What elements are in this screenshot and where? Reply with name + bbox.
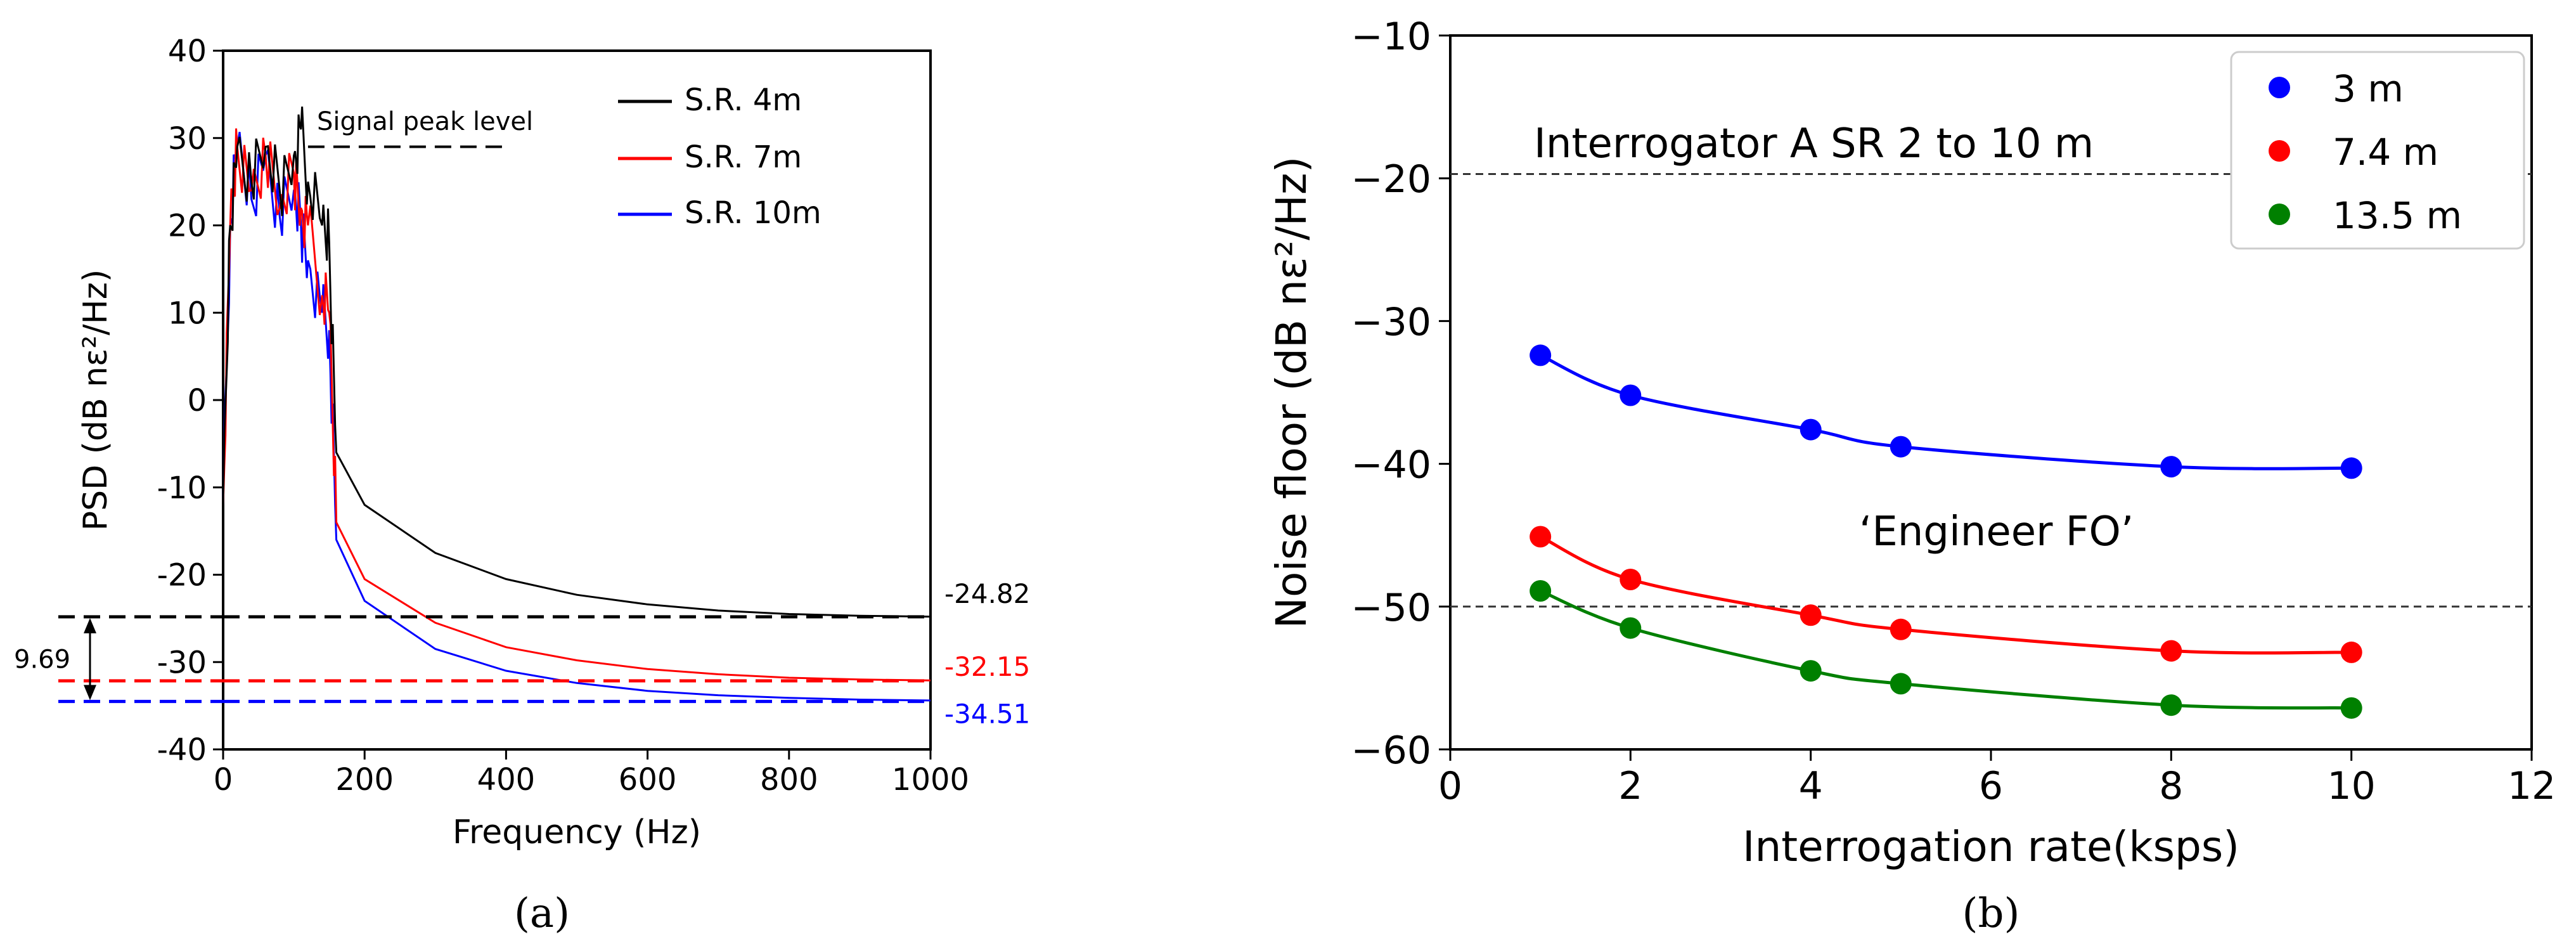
- data-point-2: [1530, 580, 1552, 602]
- legend-box: [2230, 51, 2525, 250]
- y-tick-label: -20: [157, 558, 207, 593]
- x-tick-label: 8: [2159, 764, 2183, 808]
- data-point-1: [1890, 618, 1912, 640]
- y-tick-label: -10: [157, 470, 207, 506]
- x-tick-label: 12: [2508, 764, 2556, 808]
- data-point-0: [1530, 344, 1552, 366]
- y-tick-label: −20: [1351, 157, 1431, 202]
- data-point-2: [2340, 697, 2362, 719]
- data-point-1: [1620, 569, 1642, 590]
- data-point-2: [1890, 673, 1912, 695]
- data-point-0: [1890, 436, 1912, 458]
- ref-label-engineer-fo: ‘Engineer FO’: [1859, 508, 2134, 555]
- data-point-2: [1800, 660, 1822, 682]
- data-point-1: [1800, 604, 1822, 626]
- y-tick-label: 40: [168, 34, 207, 69]
- x-tick-label: 800: [760, 762, 818, 798]
- data-point-0: [1620, 384, 1642, 406]
- panel-b-data-points: [1530, 344, 2362, 719]
- difference-label: 9.69: [14, 645, 70, 675]
- panel-a-x-ticks: 0 200 400 600 800 1000: [214, 749, 969, 798]
- panel-a-y-axis-label: PSD (dB nε²/Hz): [77, 269, 115, 531]
- panel-a-x-axis-label: Frequency (Hz): [453, 813, 701, 851]
- x-tick-label: 200: [335, 762, 394, 798]
- legend-7-4m-marker: [2269, 140, 2290, 162]
- y-tick-label: −60: [1351, 728, 1431, 773]
- legend-3m-marker: [2269, 77, 2290, 98]
- signal-peak-label: Signal peak level: [317, 107, 533, 136]
- panel-b-y-axis-label: Noise floor (dB nε²/Hz): [1267, 157, 1316, 629]
- y-tick-label: −50: [1351, 586, 1431, 630]
- x-tick-label: 0: [1438, 764, 1462, 808]
- y-tick-label: 20: [168, 209, 207, 244]
- difference-arrow: [84, 618, 96, 701]
- data-point-0: [2340, 457, 2362, 479]
- legend-4m-label: S.R. 4m: [685, 82, 802, 118]
- legend-7m-label: S.R. 7m: [685, 139, 802, 175]
- legend-13-5m-label: 13.5 m: [2333, 194, 2462, 237]
- legend-10m-label: S.R. 10m: [685, 195, 821, 231]
- data-point-1: [1530, 526, 1552, 548]
- panel-b-x-axis-label: Interrogation rate(ksps): [1742, 822, 2239, 871]
- y-tick-label: 0: [187, 383, 207, 418]
- y-tick-label: 10: [168, 295, 207, 331]
- floor-label-4m: -24.82: [944, 578, 1030, 609]
- ref-label-interrogator-a: Interrogator A SR 2 to 10 m: [1534, 120, 2094, 167]
- panel-a-y-ticks: -40 -30 -20 -10 0 10 20 30 40: [157, 34, 223, 768]
- data-point-0: [2160, 456, 2182, 478]
- x-tick-label: 10: [2327, 764, 2375, 808]
- y-tick-label: −30: [1351, 300, 1431, 344]
- floor-label-10m: -34.51: [944, 698, 1030, 729]
- panel-a-floor-lines: [58, 615, 931, 703]
- psd-curve-s-r-7m: [222, 128, 931, 682]
- x-tick-label: 0: [214, 762, 233, 798]
- x-tick-label: 6: [1979, 764, 2003, 808]
- panel-b-x-ticks: 0 2 4 6 8 10 12: [1438, 749, 2556, 808]
- y-tick-label: -40: [157, 732, 207, 768]
- psd-curve-s-r-4m: [222, 107, 931, 618]
- x-tick-label: 4: [1799, 764, 1823, 808]
- data-point-2: [1620, 617, 1642, 639]
- panel-b-legend: 3 m 7.4 m 13.5 m: [2230, 51, 2525, 250]
- data-point-1: [2160, 640, 2182, 662]
- panel-a-caption: (a): [514, 890, 570, 937]
- x-tick-label: 600: [619, 762, 677, 798]
- data-point-1: [2340, 641, 2362, 663]
- panel-a-curves: [222, 107, 931, 702]
- panel-b-noise-floor-chart: 0 2 4 6 8 10 12 −60 −50 −40 −30 −20 −10 Interrogato…: [1267, 15, 2556, 937]
- floor-label-7m: -32.15: [944, 651, 1030, 682]
- legend-3m-label: 3 m: [2333, 67, 2404, 110]
- legend-13-5m-marker: [2269, 204, 2290, 225]
- data-point-2: [2160, 694, 2182, 716]
- panel-a-psd-chart: 0 200 400 600 800 1000 -40-30-20-10010203040 …: [14, 34, 1030, 937]
- y-tick-label: -30: [157, 645, 207, 680]
- y-tick-label: 30: [168, 121, 207, 157]
- y-tick-label: −10: [1351, 15, 1431, 59]
- legend-7-4m-label: 7.4 m: [2333, 131, 2438, 174]
- panel-b-y-ticks: −60 −50 −40 −30 −20 −10: [1351, 15, 1450, 773]
- x-tick-label: 400: [477, 762, 536, 798]
- data-point-0: [1800, 418, 1822, 441]
- panel-a-legend: S.R. 4m S.R. 7m S.R. 10m: [618, 82, 821, 231]
- x-tick-label: 1000: [892, 762, 969, 798]
- x-tick-label: 2: [1618, 764, 1642, 808]
- y-tick-label: −40: [1351, 443, 1431, 488]
- panel-b-caption: (b): [1962, 890, 2020, 937]
